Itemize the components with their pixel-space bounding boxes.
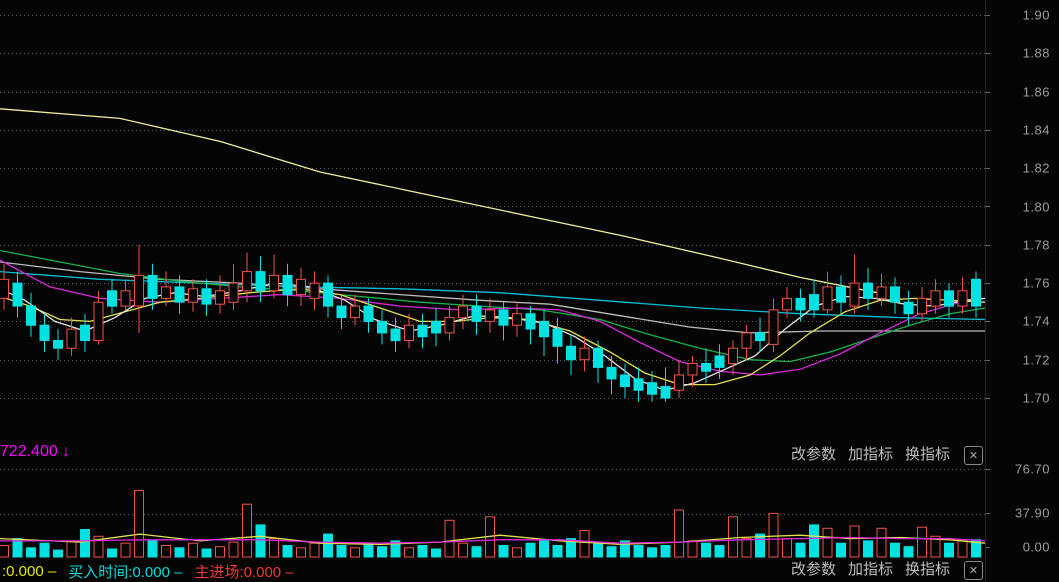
price-axis-label: 1.90 (1022, 7, 1050, 23)
status-value-buy-time: 买入时间:0.000 – (68, 564, 183, 581)
status-value-main-entry: 主进场:0.000 – (194, 564, 294, 581)
close-indicator-icon[interactable]: ✕ (964, 445, 983, 465)
axis-tick (986, 321, 990, 322)
price-axis-label: 1.88 (1022, 45, 1050, 61)
switch-indicator-button-bottom[interactable]: 换指标 (904, 561, 950, 578)
indicator-value: 5722.400 ↓ (0, 443, 71, 460)
volume-axis-label: 76.70 (1014, 461, 1050, 477)
axis-tick (986, 547, 990, 548)
status-bar: :0.000 – 买入时间:0.000 – 主进场:0.000 – (2, 561, 294, 582)
axis-tick (986, 130, 990, 131)
candlestick-chart[interactable] (0, 0, 985, 440)
volume-pane[interactable] (0, 440, 985, 558)
add-indicator-button[interactable]: 加指标 (847, 446, 893, 463)
axis-tick (986, 398, 990, 399)
price-axis-label: 1.80 (1022, 199, 1050, 214)
switch-indicator-button[interactable]: 换指标 (904, 446, 950, 463)
axis-tick (986, 92, 990, 93)
ma-long-diagonal (0, 108, 878, 294)
ma-green (0, 249, 985, 363)
axis-tick (986, 206, 990, 207)
axis-tick (986, 360, 990, 361)
axis-tick (986, 245, 990, 246)
right-axis-strip: 1.90 1.88 1.86 1.84 1.82 1.80 1.78 1.76 1.74 1.72… (985, 0, 1059, 582)
price-axis-label: 1.78 (1022, 237, 1050, 253)
add-indicator-button-bottom[interactable]: 加指标 (847, 561, 893, 578)
axis-tick (986, 513, 990, 514)
axis-tick (986, 15, 990, 16)
status-value-1: :0.000 – (2, 563, 57, 580)
axis-tick (986, 168, 990, 169)
indicator-toolbar: 改参数 加指标 换指标 ✕ (791, 445, 983, 465)
change-params-button-bottom[interactable]: 改参数 (790, 561, 836, 578)
volume-axis-label: 0.00 (1022, 539, 1050, 555)
vol-ma-magenta (0, 536, 985, 544)
bottom-toolbar: 改参数 加指标 换指标 ✕ (791, 560, 983, 580)
axis-tick (986, 283, 990, 284)
price-axis-label: 1.84 (1022, 122, 1050, 138)
axis-tick (986, 469, 990, 470)
price-axis-label: 1.82 (1022, 160, 1050, 176)
close-bottom-icon[interactable]: ✕ (964, 560, 983, 580)
price-axis-label: 1.86 (1022, 84, 1050, 100)
price-axis-label: 1.76 (1022, 275, 1050, 291)
change-params-button[interactable]: 改参数 (790, 446, 836, 463)
price-axis-label: 1.74 (1022, 313, 1050, 329)
price-axis-label: 1.72 (1022, 352, 1050, 368)
volume-axis-label: 37.90 (1014, 505, 1050, 521)
ma-cyan (0, 270, 985, 321)
ma-yellow (0, 288, 985, 386)
axis-tick (986, 53, 990, 54)
price-axis-label: 1.70 (1022, 390, 1050, 406)
